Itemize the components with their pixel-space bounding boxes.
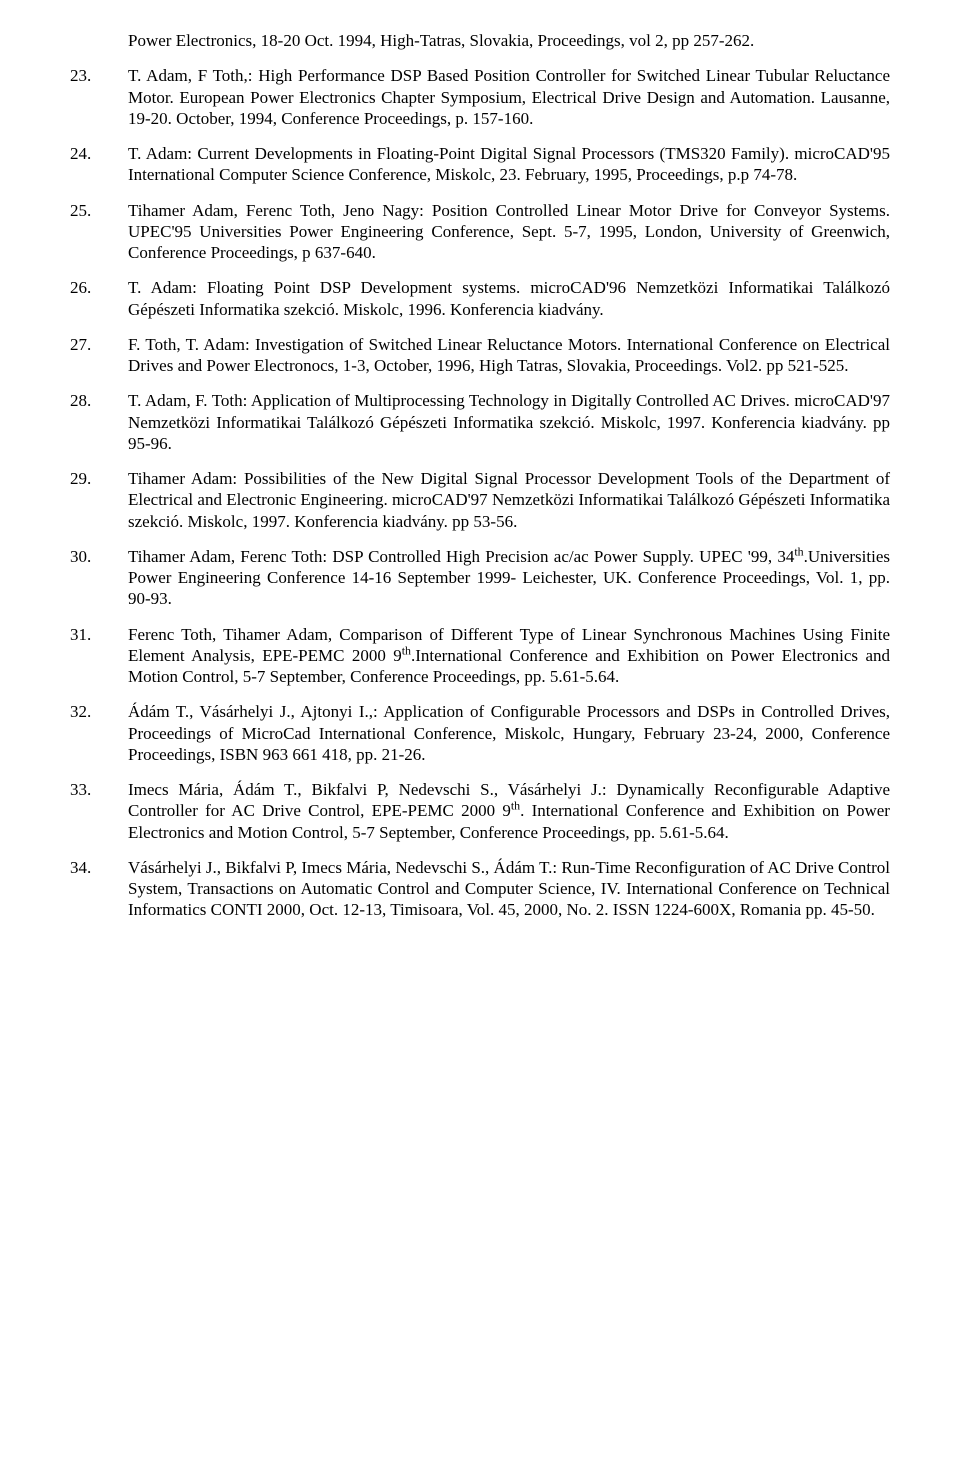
reference-item: 23.T. Adam, F Toth,: High Performance DS… — [70, 65, 890, 129]
reference-item: 30.Tihamer Adam, Ferenc Toth: DSP Contro… — [70, 546, 890, 610]
reference-number: 34. — [70, 857, 128, 921]
reference-text: T. Adam, F. Toth: Application of Multipr… — [128, 390, 890, 454]
reference-item: 32.Ádám T., Vásárhelyi J., Ajtonyi I.,: … — [70, 701, 890, 765]
reference-text: Tihamer Adam, Ferenc Toth: DSP Controlle… — [128, 546, 890, 610]
reference-number: 24. — [70, 143, 128, 186]
reference-number: 28. — [70, 390, 128, 454]
reference-text: Ádám T., Vásárhelyi J., Ajtonyi I.,: App… — [128, 701, 890, 765]
reference-item: 27.F. Toth, T. Adam: Investigation of Sw… — [70, 334, 890, 377]
reference-number: 30. — [70, 546, 128, 610]
reference-text: T. Adam: Current Developments in Floatin… — [128, 143, 890, 186]
reference-text: T. Adam: Floating Point DSP Development … — [128, 277, 890, 320]
reference-item: 26.T. Adam: Floating Point DSP Developme… — [70, 277, 890, 320]
reference-text: Tihamer Adam, Ferenc Toth, Jeno Nagy: Po… — [128, 200, 890, 264]
reference-item: 28.T. Adam, F. Toth: Application of Mult… — [70, 390, 890, 454]
reference-text: Vásárhelyi J., Bikfalvi P, Imecs Mária, … — [128, 857, 890, 921]
reference-text: Tihamer Adam: Possibilities of the New D… — [128, 468, 890, 532]
reference-text: Imecs Mária, Ádám T., Bikfalvi P, Nedevs… — [128, 779, 890, 843]
reference-number: 27. — [70, 334, 128, 377]
reference-list: 23.T. Adam, F Toth,: High Performance DS… — [70, 65, 890, 920]
reference-number: 26. — [70, 277, 128, 320]
reference-item: 24.T. Adam: Current Developments in Floa… — [70, 143, 890, 186]
reference-number: 33. — [70, 779, 128, 843]
reference-text: Ferenc Toth, Tihamer Adam, Comparison of… — [128, 624, 890, 688]
reference-item: 34.Vásárhelyi J., Bikfalvi P, Imecs Mári… — [70, 857, 890, 921]
reference-number: 25. — [70, 200, 128, 264]
reference-item: 33.Imecs Mária, Ádám T., Bikfalvi P, Ned… — [70, 779, 890, 843]
reference-number: 23. — [70, 65, 128, 129]
reference-text: T. Adam, F Toth,: High Performance DSP B… — [128, 65, 890, 129]
reference-item: 29.Tihamer Adam: Possibilities of the Ne… — [70, 468, 890, 532]
reference-number: 31. — [70, 624, 128, 688]
reference-number: 32. — [70, 701, 128, 765]
reference-continuation: Power Electronics, 18-20 Oct. 1994, High… — [128, 30, 890, 51]
reference-item: 25.Tihamer Adam, Ferenc Toth, Jeno Nagy:… — [70, 200, 890, 264]
reference-item: 31.Ferenc Toth, Tihamer Adam, Comparison… — [70, 624, 890, 688]
reference-number: 29. — [70, 468, 128, 532]
reference-text: F. Toth, T. Adam: Investigation of Switc… — [128, 334, 890, 377]
